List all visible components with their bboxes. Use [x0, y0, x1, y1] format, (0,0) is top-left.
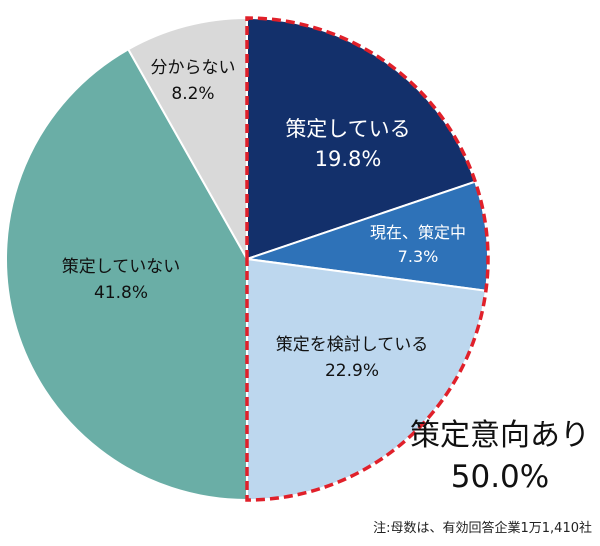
pie-slice — [126, 16, 248, 263]
slice-value-label: 7.3% — [398, 247, 439, 266]
pie-slice — [5, 47, 248, 502]
slice-label: 策定を検討している — [276, 335, 429, 355]
slice-label: 現在、策定中 — [370, 223, 466, 242]
slice-value-label: 19.8% — [315, 147, 382, 171]
highlight-value: 50.0% — [450, 459, 550, 495]
highlight-outline — [245, 16, 490, 502]
slice-label: 策定している — [285, 117, 410, 141]
slice-value-label: 22.9% — [325, 361, 379, 381]
slice-value-label: 41.8% — [94, 283, 148, 303]
footnote: 注:母数は、有効回答企業1万1,410社 — [373, 521, 592, 536]
slice-value-label: 8.2% — [171, 84, 214, 104]
slice-label: 策定していない — [62, 257, 181, 277]
highlight-title: 策定意向あり — [410, 418, 590, 453]
slice-label: 分からない — [151, 58, 236, 78]
